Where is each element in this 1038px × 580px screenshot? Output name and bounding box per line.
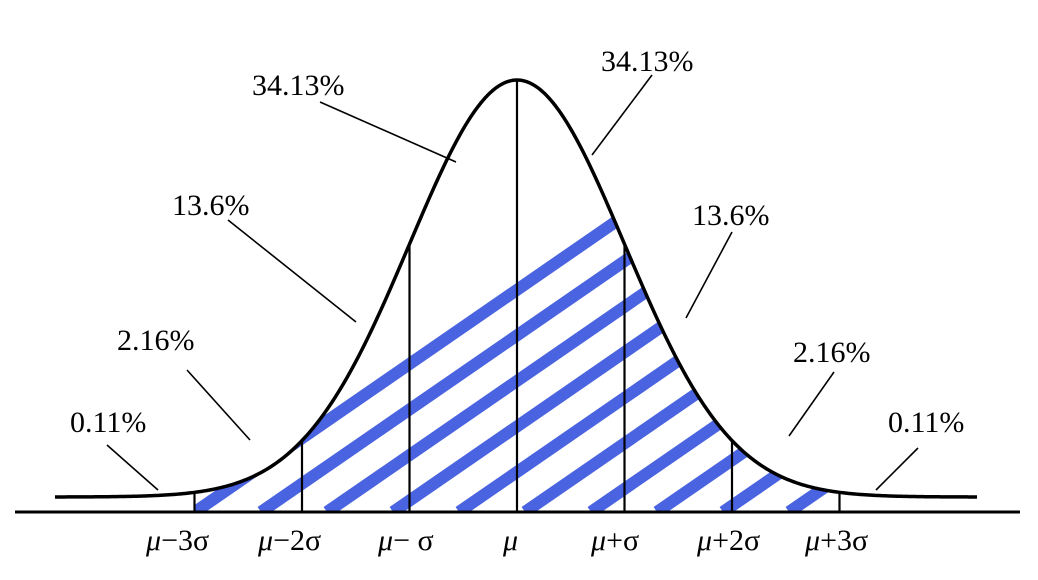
label-left-1-2: 13.6% xyxy=(172,189,250,222)
tick-mu-plus-3sigma: μ+3σ xyxy=(804,524,868,557)
leader-right-2-3 xyxy=(788,371,835,437)
hatch-stripe xyxy=(785,93,840,512)
leader-lines xyxy=(106,74,919,491)
hatch-stripe xyxy=(257,93,840,512)
hatch-stripe xyxy=(194,93,799,512)
hatch-stripe xyxy=(521,93,840,512)
hatch-stripe xyxy=(987,98,1038,512)
hatch-stripe xyxy=(455,93,840,512)
tick-mu: μ xyxy=(502,524,518,557)
label-left-tail: 0.11% xyxy=(70,406,146,439)
label-right-tail: 0.11% xyxy=(888,406,964,439)
tick-mu-minus-2sigma: μ−2σ xyxy=(257,524,321,557)
bell-curve xyxy=(55,78,978,499)
sigma-lines xyxy=(193,80,841,512)
leader-right-0-1 xyxy=(591,74,653,156)
hatched-area xyxy=(194,93,1038,512)
label-left-2-3: 2.16% xyxy=(117,324,195,357)
label-right-1-2: 13.6% xyxy=(692,199,770,232)
leader-left-0-1 xyxy=(319,101,457,163)
tick-mu-plus-2sigma: μ+2σ xyxy=(696,524,760,557)
leader-right-1-2 xyxy=(685,231,733,319)
label-right-2-3: 2.16% xyxy=(793,336,871,369)
leader-right-tail xyxy=(875,447,919,491)
label-right-0-1: 34.13% xyxy=(601,45,694,78)
label-left-0-1: 34.13% xyxy=(252,69,345,102)
leader-left-tail xyxy=(106,444,159,491)
hatch-stripe xyxy=(921,98,1038,512)
tick-mu-plus-sigma: μ+σ xyxy=(590,524,639,557)
leader-left-1-2 xyxy=(227,219,357,323)
hatch-stripe xyxy=(653,93,840,512)
axis-tick-labels: μ−3σ μ−2σ μ− σ μ μ+σ μ+2σ μ+3σ xyxy=(145,524,868,557)
region-labels: 0.11% 2.16% 13.6% 34.13% 34.13% 13.6% 2.… xyxy=(70,45,964,439)
hatch-stripe xyxy=(323,93,840,512)
tick-mu-minus-3sigma: μ−3σ xyxy=(145,524,209,557)
hatch-stripe xyxy=(855,98,1038,512)
hatch-stripe xyxy=(719,93,840,512)
hatch-stripe xyxy=(587,93,840,512)
tick-mu-minus-sigma: μ− σ xyxy=(377,524,434,557)
leader-left-2-3 xyxy=(186,369,251,441)
